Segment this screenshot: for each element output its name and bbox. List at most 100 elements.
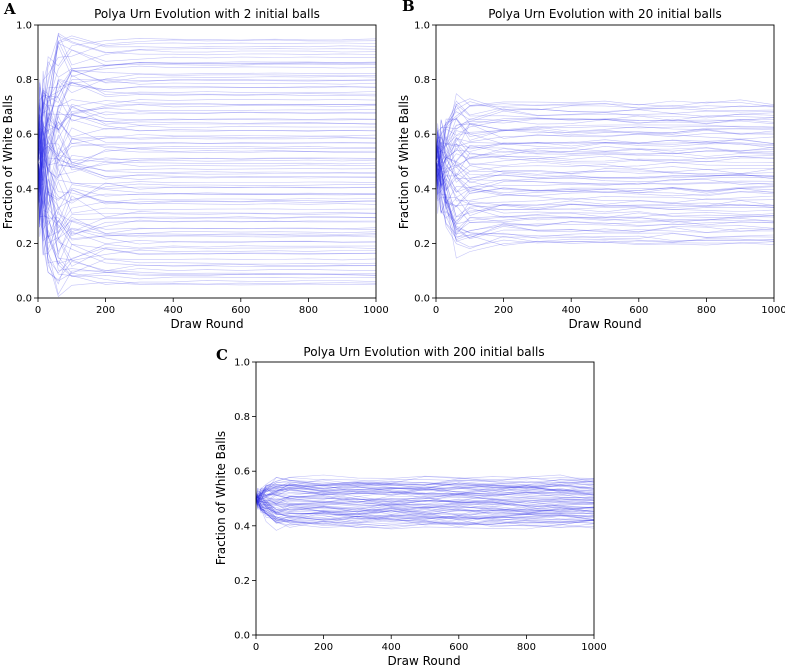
- series-line: [435, 134, 775, 187]
- series-line: [255, 477, 595, 499]
- series-line: [37, 131, 377, 236]
- x-tick-label: 200: [494, 305, 513, 316]
- plot-area: 0 200 400 600 800 1000 0.0 0.2 0.4 0.6 0.8 1.0: [16, 21, 389, 317]
- series-line: [255, 498, 595, 524]
- panel-b: B Polya Urn Evolution with 20 initial ba…: [397, 0, 785, 331]
- panel-letter: A: [3, 0, 16, 18]
- series-line: [435, 149, 775, 168]
- series-line: [37, 103, 377, 175]
- series-line: [435, 161, 775, 205]
- y-axis-label: Fraction of White Balls: [214, 431, 228, 565]
- panel-letter: B: [402, 0, 415, 15]
- series-line: [37, 79, 377, 202]
- series-line: [435, 161, 775, 248]
- series-line: [37, 35, 377, 162]
- series-line: [37, 161, 377, 256]
- series-line: [255, 495, 595, 503]
- series-line: [37, 116, 377, 176]
- series-line: [37, 100, 377, 162]
- series-line: [435, 137, 775, 208]
- y-axis-label: Fraction of White Balls: [397, 95, 411, 229]
- series-line: [435, 154, 775, 173]
- y-tick-label: 1.0: [234, 358, 250, 369]
- series-line: [37, 115, 377, 205]
- series-line: [255, 479, 595, 499]
- series-line: [435, 160, 775, 198]
- series-line: [37, 161, 377, 266]
- series-line: [255, 483, 595, 499]
- x-tick-label: 600: [231, 305, 250, 316]
- series-line: [37, 65, 377, 176]
- x-tick-label: 800: [697, 305, 716, 316]
- series-line: [255, 498, 595, 513]
- series-line: [435, 129, 775, 173]
- series-line: [37, 78, 377, 162]
- x-axis-label: Draw Round: [170, 317, 243, 331]
- series-line: [37, 49, 377, 162]
- series-line: [255, 476, 595, 499]
- y-tick-label: 1.0: [16, 21, 32, 32]
- series-line: [435, 161, 775, 196]
- series-line: [37, 129, 377, 194]
- series-line: [435, 156, 775, 187]
- series-line: [255, 498, 595, 529]
- y-tick-label: 0.6: [16, 130, 32, 141]
- series-line: [435, 144, 775, 177]
- series-line: [255, 495, 595, 505]
- y-axis-label: Fraction of White Balls: [1, 95, 15, 229]
- series-line: [255, 498, 595, 521]
- series-line: [37, 101, 377, 180]
- series-line: [37, 153, 377, 189]
- series-line: [37, 147, 377, 255]
- series-line: [255, 483, 595, 502]
- series-line: [255, 496, 595, 516]
- panel-c: C Polya Urn Evolution with 200 initial b…: [214, 345, 607, 667]
- series-line: [37, 69, 377, 162]
- series-line: [37, 106, 377, 176]
- series-line: [37, 89, 377, 162]
- series-line: [435, 123, 775, 168]
- series-line: [435, 103, 775, 167]
- series-line: [255, 498, 595, 513]
- series-line: [255, 493, 595, 504]
- x-tick-label: 800: [299, 305, 318, 316]
- series-line: [37, 35, 377, 162]
- series-line: [37, 161, 377, 266]
- series-line: [435, 144, 775, 180]
- series-line: [37, 73, 377, 162]
- series-line: [435, 118, 775, 164]
- series-line: [37, 140, 377, 226]
- series-line: [435, 149, 775, 225]
- series-line: [435, 153, 775, 193]
- series-line: [255, 491, 595, 502]
- series-line: [37, 161, 377, 205]
- series-line: [255, 484, 595, 499]
- series-line: [37, 157, 377, 235]
- series-line: [255, 498, 595, 519]
- series-line: [255, 498, 595, 514]
- series-line: [435, 154, 775, 190]
- series-line: [255, 498, 595, 516]
- series-line: [435, 136, 775, 183]
- series-line: [435, 161, 775, 222]
- series-line: [435, 140, 775, 217]
- series-line: [255, 498, 595, 526]
- series-line: [37, 128, 377, 185]
- series-line: [255, 493, 595, 503]
- series-line: [255, 498, 595, 515]
- series-line: [37, 114, 377, 179]
- series-line: [255, 495, 595, 508]
- series-line: [37, 158, 377, 238]
- x-tick-label: 400: [382, 642, 401, 653]
- series-line: [37, 161, 377, 276]
- series-line: [37, 143, 377, 197]
- series-line: [255, 497, 595, 508]
- series-line: [435, 105, 775, 162]
- series-line: [37, 82, 377, 184]
- plot-area: 0 200 400 600 800 1000 0.0 0.2 0.4 0.6 0.8 1.0: [414, 21, 785, 317]
- series-line: [435, 158, 775, 225]
- y-tick-label: 0.4: [414, 184, 430, 195]
- series-line: [255, 489, 595, 499]
- series-line: [255, 480, 595, 499]
- series-line: [435, 155, 775, 242]
